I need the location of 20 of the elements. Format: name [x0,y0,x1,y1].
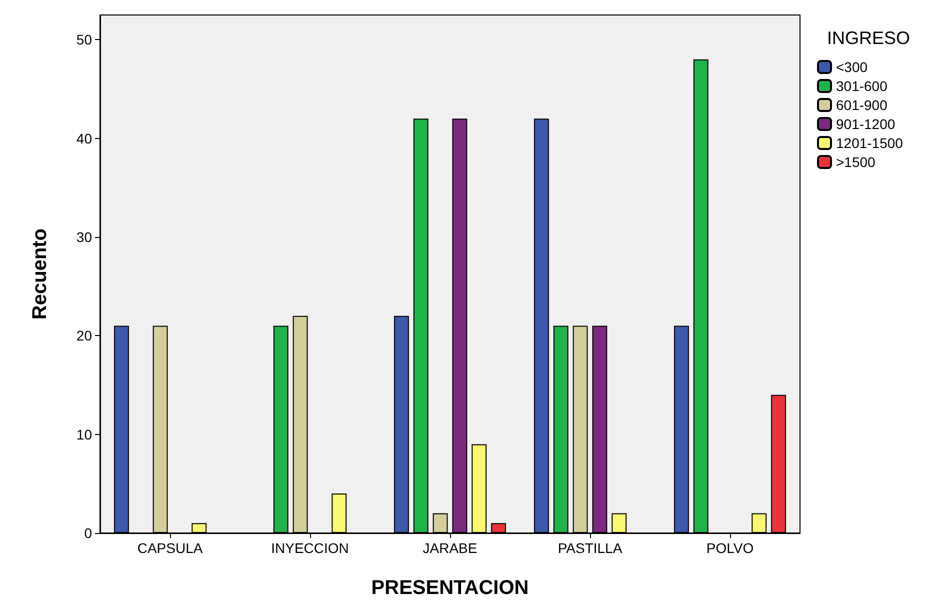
legend-label: 901-1200 [836,116,896,132]
legend-label: 601-900 [836,97,888,113]
x-tick-label: CAPSULA [137,540,204,556]
legend-label: <300 [836,59,868,75]
x-tick-label: JARABE [422,540,478,556]
legend-label: 1201-1500 [836,135,904,151]
x-tick-label: POLVO [706,540,754,556]
y-tick-label: 10 [76,426,92,442]
x-axis-title: PRESENTACION [371,577,529,599]
legend-label: 301-600 [836,78,888,94]
legend-title: INGRESO [827,28,910,48]
y-tick-label: 20 [76,328,92,344]
y-tick-label: 40 [76,130,92,146]
y-tick-label: 50 [76,32,92,48]
x-tick-label: INYECCION [271,540,349,556]
y-tick-label: 30 [76,229,92,245]
y-tick-label: 0 [84,525,92,541]
y-axis-title: Recuento [29,228,51,320]
x-tick-label: PASTILLA [558,540,623,556]
legend-label: >1500 [836,154,876,170]
